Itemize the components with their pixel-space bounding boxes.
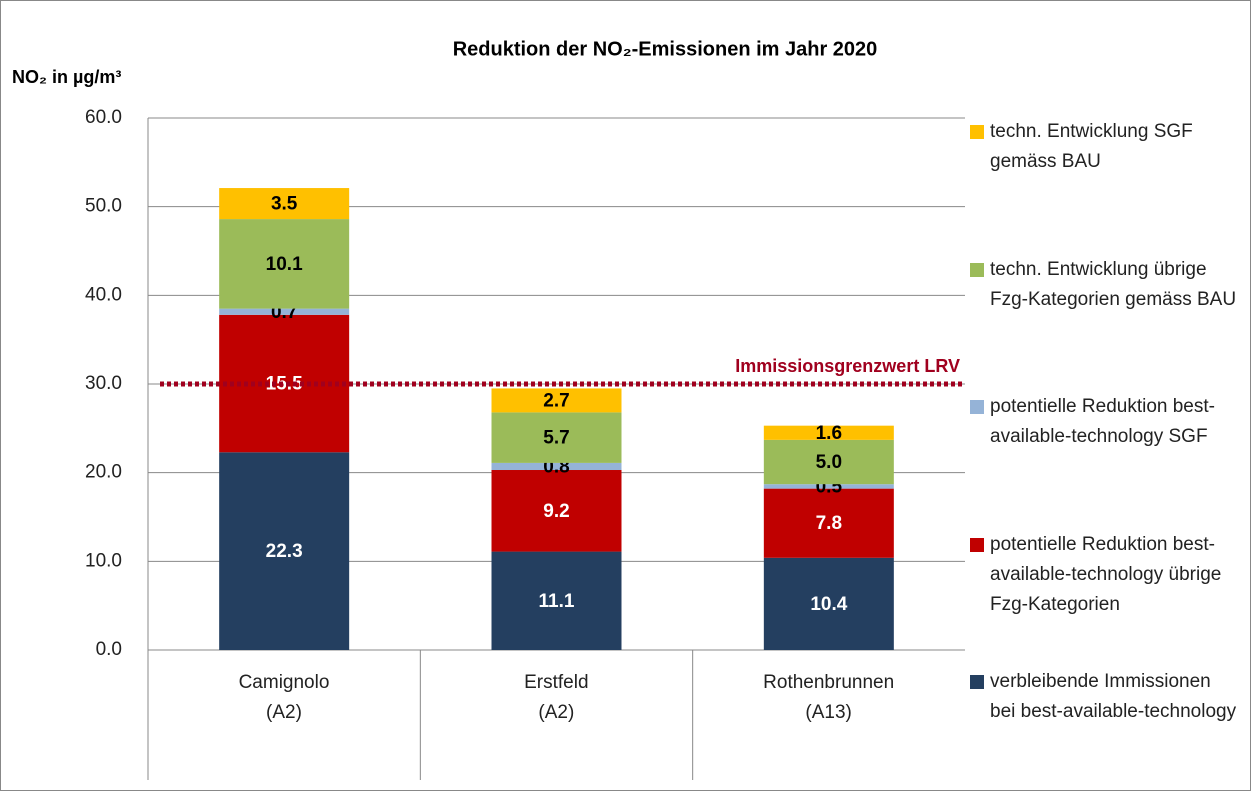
y-tick-label: 0.0 <box>96 639 122 660</box>
legend-entry: techn. Entwicklung SGF gemäss BAU <box>990 121 1193 172</box>
bar-segment <box>763 484 894 489</box>
data-label: 5.7 <box>543 428 569 449</box>
bar-segment <box>219 308 350 315</box>
bar-segment <box>491 462 622 471</box>
bar-segment <box>763 488 894 558</box>
y-tick-label: 20.0 <box>85 462 122 483</box>
y-tick-label: 40.0 <box>85 284 122 305</box>
data-label: 3.5 <box>271 194 298 215</box>
data-label: 10.1 <box>266 254 303 275</box>
y-tick-label: 60.0 <box>85 107 122 128</box>
reference-label: Immissionsgrenzwert LRV <box>735 356 960 376</box>
bar-segment <box>491 551 622 650</box>
bar-segment <box>491 470 622 552</box>
data-label: 22.3 <box>266 541 303 562</box>
y-tick-label: 50.0 <box>85 196 122 217</box>
data-label: 11.1 <box>539 591 575 612</box>
category-label: Erstfeld (A2) <box>524 672 589 723</box>
data-label: 9.2 <box>543 501 569 522</box>
data-label: 1.6 <box>816 423 842 444</box>
data-label: 15.5 <box>266 374 303 395</box>
legend-entry: potentielle Reduktion best-available-tec… <box>990 396 1215 447</box>
bar-segment <box>763 439 894 485</box>
legend-entry: techn. Entwicklung übrige Fzg-Kategorien… <box>990 258 1237 310</box>
bar-segment <box>763 557 894 650</box>
data-label: 2.7 <box>543 390 569 411</box>
category-label: Camignolo (A2) <box>238 672 330 723</box>
data-label: 10.4 <box>810 594 847 615</box>
chart-title: Reduktion der NO₂-Emissionen im Jahr 202… <box>453 38 878 60</box>
data-label: 5.0 <box>816 452 842 473</box>
y-tick-label: 30.0 <box>85 373 122 394</box>
y-tick-label: 10.0 <box>85 550 122 571</box>
legend-swatch <box>970 262 984 277</box>
legend-entry: potentielle Reduktion best-available-tec… <box>990 533 1222 615</box>
data-label: 7.8 <box>816 513 842 534</box>
legend-swatch <box>970 125 984 139</box>
bar-segment <box>219 452 350 650</box>
bar-segment <box>763 425 894 440</box>
legend-swatch <box>970 537 984 552</box>
legend-swatch <box>970 400 984 414</box>
bar-segment <box>491 412 622 463</box>
bar-segment <box>219 188 350 220</box>
y-axis-label: NO₂ in µg/m³ <box>12 67 121 87</box>
legend-swatch <box>970 675 984 689</box>
category-label: Rothenbrunnen (A13) <box>763 672 895 723</box>
bar-segment <box>491 388 622 413</box>
legend-entry: verbleibende Immissionen bei best-availa… <box>990 671 1237 722</box>
bar-segment <box>219 219 350 309</box>
